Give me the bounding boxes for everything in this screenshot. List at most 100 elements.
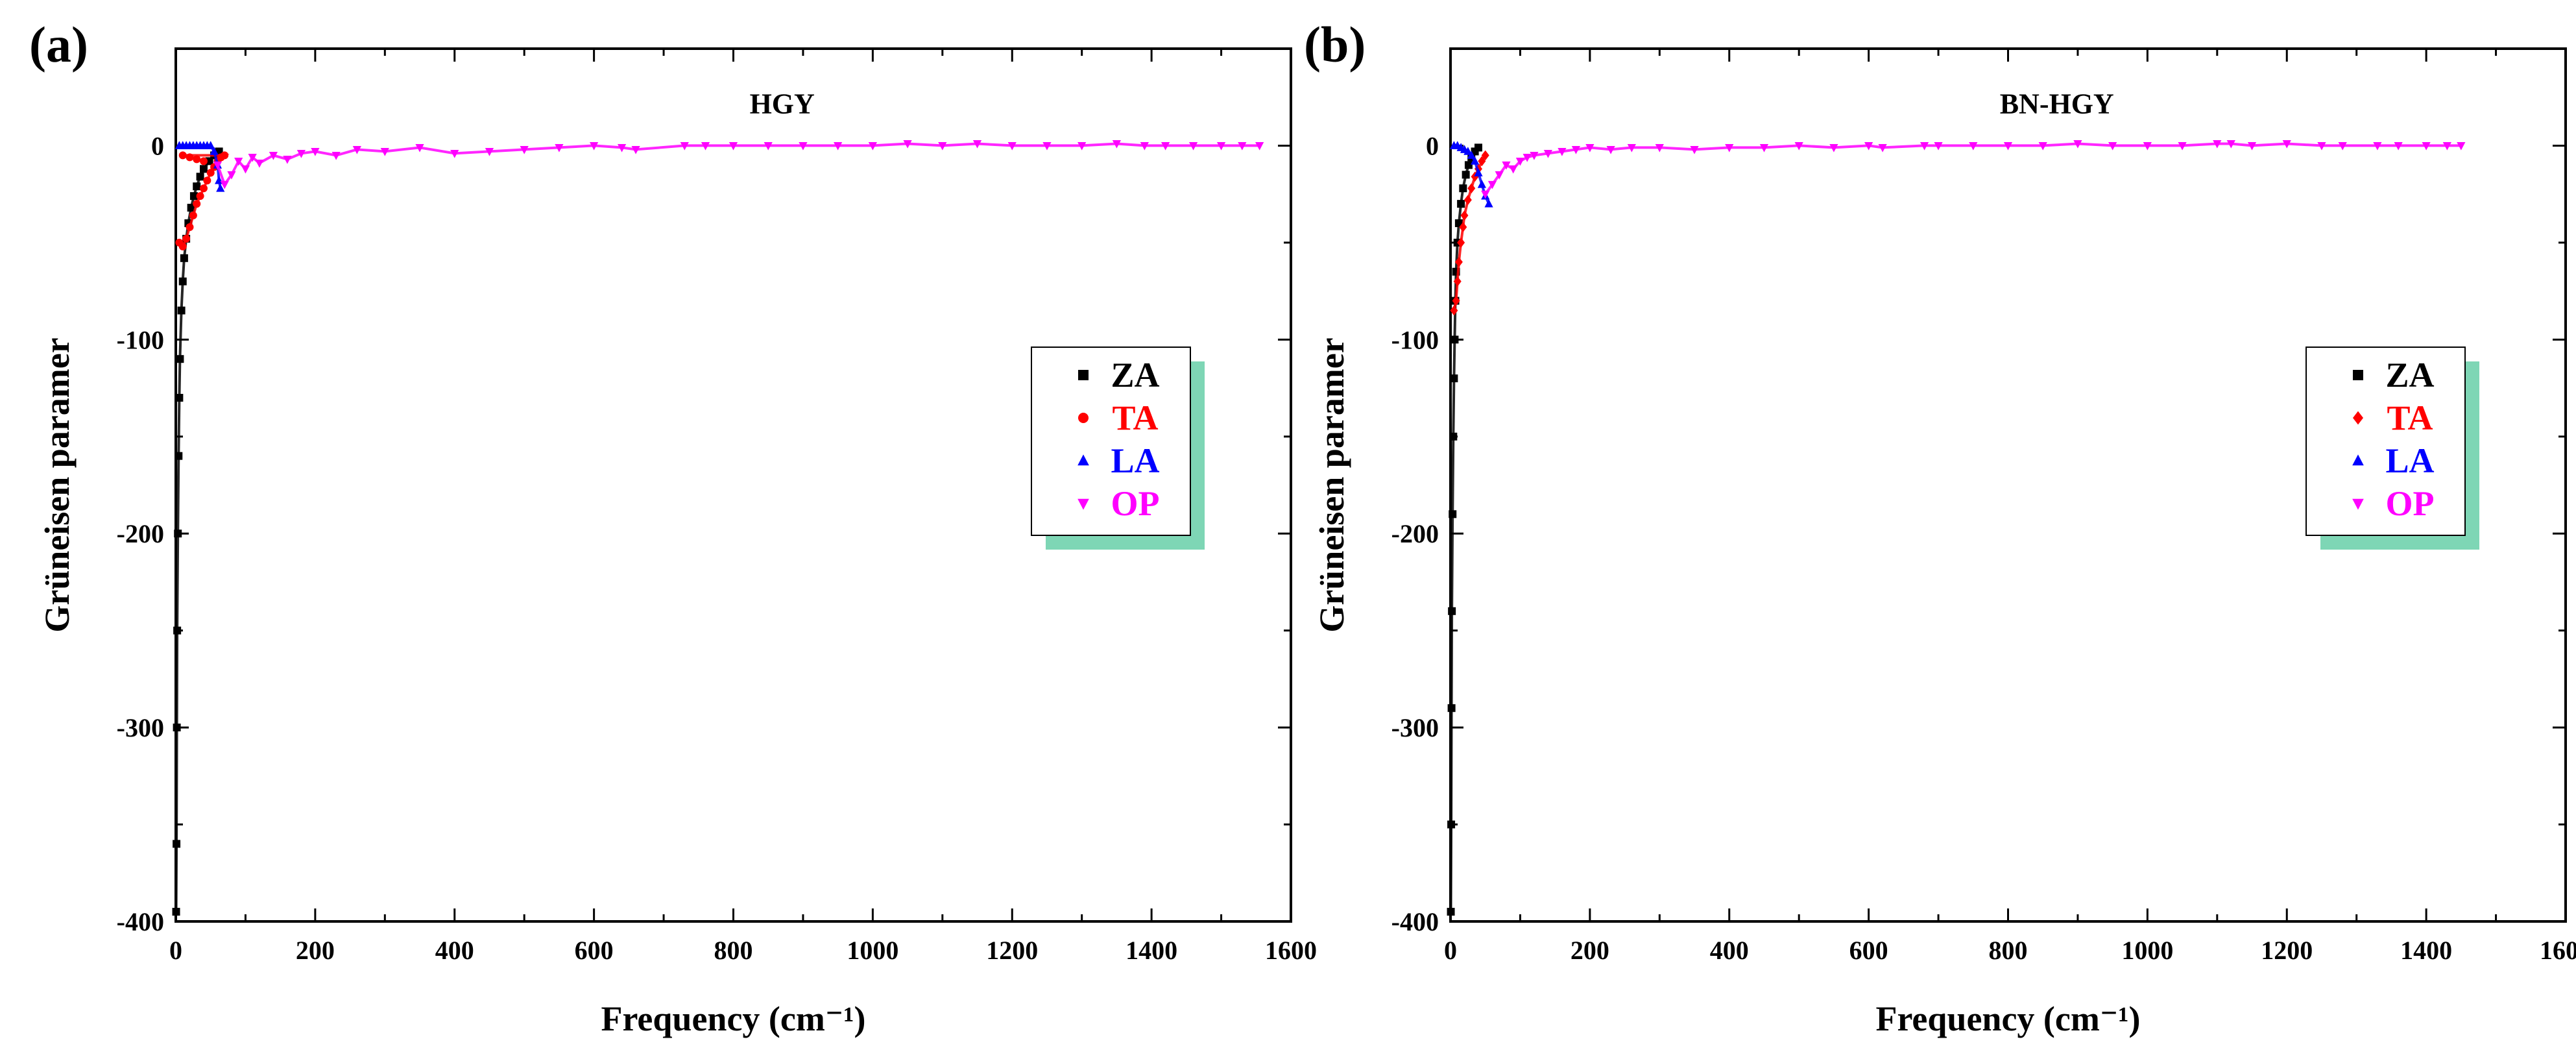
legend-box [1031,347,1191,536]
y-tick-label: -200 [117,519,164,548]
y-tick-label: -100 [1391,325,1439,354]
data-point [1467,183,1476,193]
data-point [1478,156,1486,167]
legend-label-ta: TA [2387,398,2433,437]
series-za [172,147,223,916]
data-point [1487,180,1497,189]
data-point [1627,144,1636,152]
data-point [1864,142,1873,151]
x-tick-label: 600 [1849,936,1888,965]
data-point [1140,142,1149,151]
data-point [199,165,208,173]
data-point [1515,157,1525,166]
data-point [1459,184,1467,193]
data-point [1460,210,1469,221]
data-point [296,150,306,158]
x-tick-label: 1400 [2400,936,2452,965]
data-point [2394,142,2403,151]
series-ta [1450,150,1489,316]
data-point [1471,156,1480,165]
data-point [2338,142,2347,151]
x-axis-title: Frequency (cm⁻¹) [601,999,865,1038]
y-axis-title: Grüneisen paramer [38,337,77,632]
data-point [248,153,257,162]
data-point [1462,171,1470,179]
data-point [1495,171,1504,180]
x-tick-label: 0 [1444,936,1457,965]
data-point [938,142,947,151]
data-point [2178,142,2187,151]
data-point [255,159,264,168]
legend-marker-ta [1078,413,1089,423]
data-point [1509,165,1518,174]
y-axis: 0 -100 -200 -300 -400 [117,131,1291,936]
data-point [234,157,243,166]
y-tick-label: -200 [1391,519,1439,548]
data-point [1238,142,1247,151]
data-point [1042,142,1052,151]
series-trace [175,150,220,912]
data-point [1474,168,1483,176]
data-point [450,150,459,158]
chart-panel-a: (a) 0 200 400 600 800 1000 1200 1400 1600 0 -100 -20… [29,16,1317,1038]
y-tick-label: -100 [117,325,164,354]
y-axis: 0 -100 -200 -300 -400 [1391,131,2566,936]
data-point [193,200,201,208]
data-point [182,234,191,243]
data-point [1454,256,1463,267]
data-point [1502,161,1511,170]
data-point [311,148,320,156]
data-point [174,530,182,538]
legend-label-za: ZA [2385,356,2434,395]
data-point [221,151,229,160]
data-point [680,142,689,151]
data-point [283,155,292,164]
data-point [1481,150,1489,161]
data-point [177,306,186,315]
data-point [178,277,187,286]
data-point [1007,142,1017,151]
data-point [173,724,181,732]
data-point [1255,142,1264,151]
data-point [1450,374,1458,383]
data-point [196,192,204,201]
chart-title: HGY [750,88,815,120]
data-point [189,192,198,201]
data-point [187,204,195,212]
x-tick-label: 1600 [2540,936,2576,965]
legend-marker-la [1077,454,1089,466]
x-tick-label: 1000 [2121,936,2173,965]
data-point [241,165,250,174]
data-point [1878,144,1887,152]
panel-label: (b) [1304,16,1366,73]
data-point [1477,180,1486,188]
data-point [196,173,204,181]
data-point [203,176,211,185]
data-point [1450,305,1458,316]
y-tick-label: -300 [1391,713,1439,742]
data-point [380,148,389,156]
data-point [1571,146,1580,154]
legend-label-op: OP [1111,484,1160,523]
data-point [189,212,197,220]
panel-label: (a) [29,16,88,73]
data-point [618,144,627,152]
x-axis: 0 200 400 600 800 1000 1200 1400 1600 [1444,49,2576,965]
data-point [173,626,182,635]
x-axis: 0 200 400 600 800 1000 1200 1400 1600 [169,49,1317,965]
x-tick-label: 600 [575,936,614,965]
y-tick-label: 0 [151,131,164,160]
data-point [1606,146,1615,154]
data-point [220,180,229,189]
x-tick-label: 0 [169,936,182,965]
x-tick-label: 800 [1989,936,2028,965]
data-point [1655,144,1664,152]
data-point [186,153,194,162]
data-point [1112,140,1122,149]
data-point [834,142,843,151]
series-trace [216,142,1260,188]
x-tick-label: 1000 [847,936,898,965]
data-point [868,142,877,151]
